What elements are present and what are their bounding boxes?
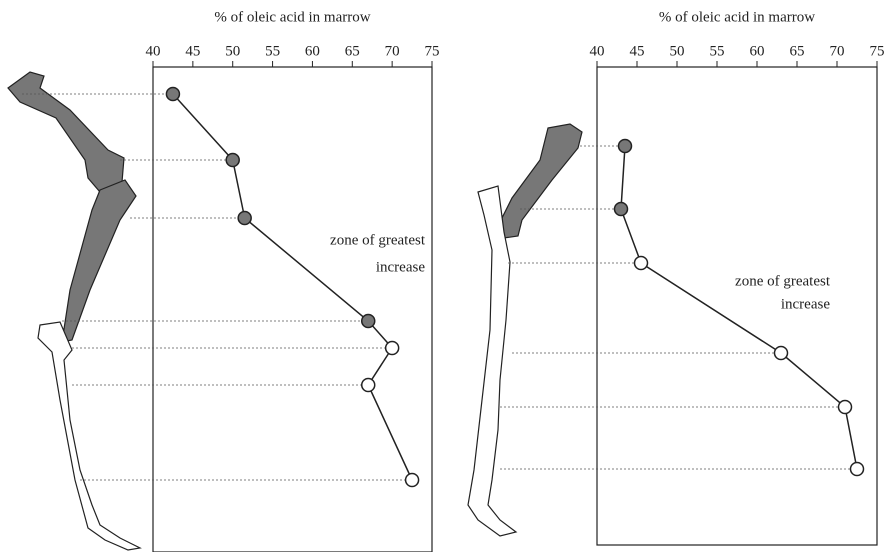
chart-title: % of oleic acid in marrow — [214, 9, 370, 25]
lower-leg — [37, 321, 142, 551]
annotation: increase — [376, 259, 425, 275]
data-point — [384, 340, 400, 356]
data-point — [773, 345, 789, 361]
data-point — [837, 399, 853, 415]
annotation: zone of greatest — [735, 273, 831, 289]
x-tick-label: 40 — [590, 43, 605, 59]
data-point — [165, 86, 181, 102]
data-point — [617, 138, 633, 154]
x-tick-label: 50 — [225, 43, 240, 59]
x-tick-label: 45 — [630, 43, 645, 59]
annotation: increase — [781, 296, 830, 312]
femur — [499, 123, 583, 239]
x-tick-label: 45 — [185, 43, 200, 59]
tibia — [61, 179, 137, 343]
data-point — [613, 201, 629, 217]
x-tick-label: 50 — [670, 43, 685, 59]
plot-frame — [596, 66, 878, 546]
lower-leg — [467, 185, 518, 537]
x-tick-label: 65 — [345, 43, 360, 59]
data-point — [360, 313, 376, 329]
x-tick-label: 70 — [385, 43, 400, 59]
x-tick-label: 40 — [146, 43, 161, 59]
x-tick-label: 60 — [750, 43, 765, 59]
data-point — [633, 255, 649, 271]
x-tick-label: 55 — [710, 43, 725, 59]
right-skeleton — [467, 123, 583, 537]
x-tick-label: 75 — [425, 43, 440, 59]
left-skeleton — [7, 71, 142, 551]
annotation: zone of greatest — [330, 232, 426, 248]
x-tick-label: 70 — [830, 43, 845, 59]
data-point — [404, 472, 420, 488]
data-line — [620, 145, 858, 470]
data-point — [237, 210, 252, 226]
x-tick-label: 65 — [790, 43, 805, 59]
x-tick-label: 75 — [870, 43, 885, 59]
x-tick-label: 55 — [265, 43, 280, 59]
femur — [7, 71, 125, 193]
data-point — [225, 152, 240, 168]
x-tick-label: 60 — [305, 43, 320, 59]
data-line — [172, 93, 413, 481]
plot-frame — [152, 66, 433, 552]
data-point — [849, 461, 865, 477]
chart-title: % of oleic acid in marrow — [659, 9, 815, 25]
data-point — [360, 377, 376, 393]
